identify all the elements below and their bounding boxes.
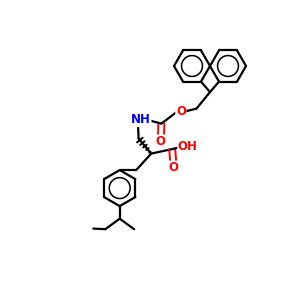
Text: O: O (169, 161, 179, 174)
Text: O: O (156, 135, 166, 148)
Text: OH: OH (178, 140, 198, 153)
Text: O: O (176, 105, 186, 118)
Text: NH: NH (131, 113, 151, 127)
